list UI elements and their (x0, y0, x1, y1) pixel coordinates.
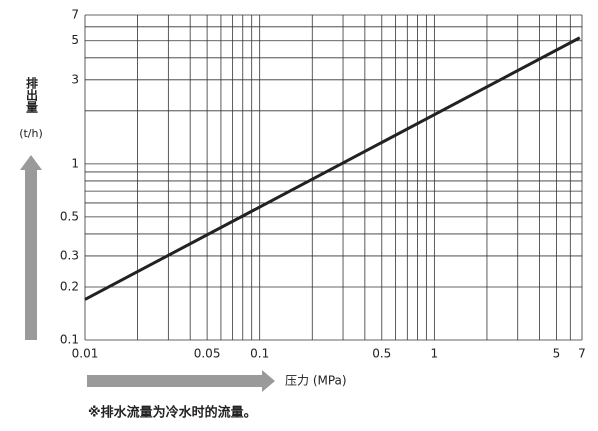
y-tick-label: 0.1 (60, 333, 79, 347)
y-tick-label: 7 (71, 8, 79, 22)
y-tick-label: 3 (71, 72, 79, 86)
x-tick-label: 0.05 (194, 347, 221, 361)
x-arrow (87, 370, 275, 392)
y-tick-label: 0.2 (60, 279, 79, 293)
x-label: 压力 (MPa) (285, 374, 347, 388)
x-tick-label: 0.01 (72, 347, 99, 361)
y-tick-label: 5 (71, 33, 79, 47)
y-tick-label: 0.5 (60, 209, 79, 223)
x-tick-label: 5 (553, 347, 561, 361)
y-label: 排出量 (25, 76, 39, 113)
y-unit: (t/h) (19, 127, 43, 140)
x-tick-label: 1 (431, 347, 439, 361)
x-tick-label: 7 (578, 347, 586, 361)
y-tick-label: 1 (71, 156, 79, 170)
y-arrow (20, 155, 42, 340)
x-tick-label: 0.5 (372, 347, 391, 361)
note: ※排水流量为冷水时的流量。 (88, 405, 257, 421)
x-tick-label: 0.1 (250, 347, 269, 361)
y-tick-label: 0.3 (60, 248, 79, 262)
data-line (84, 36, 581, 301)
